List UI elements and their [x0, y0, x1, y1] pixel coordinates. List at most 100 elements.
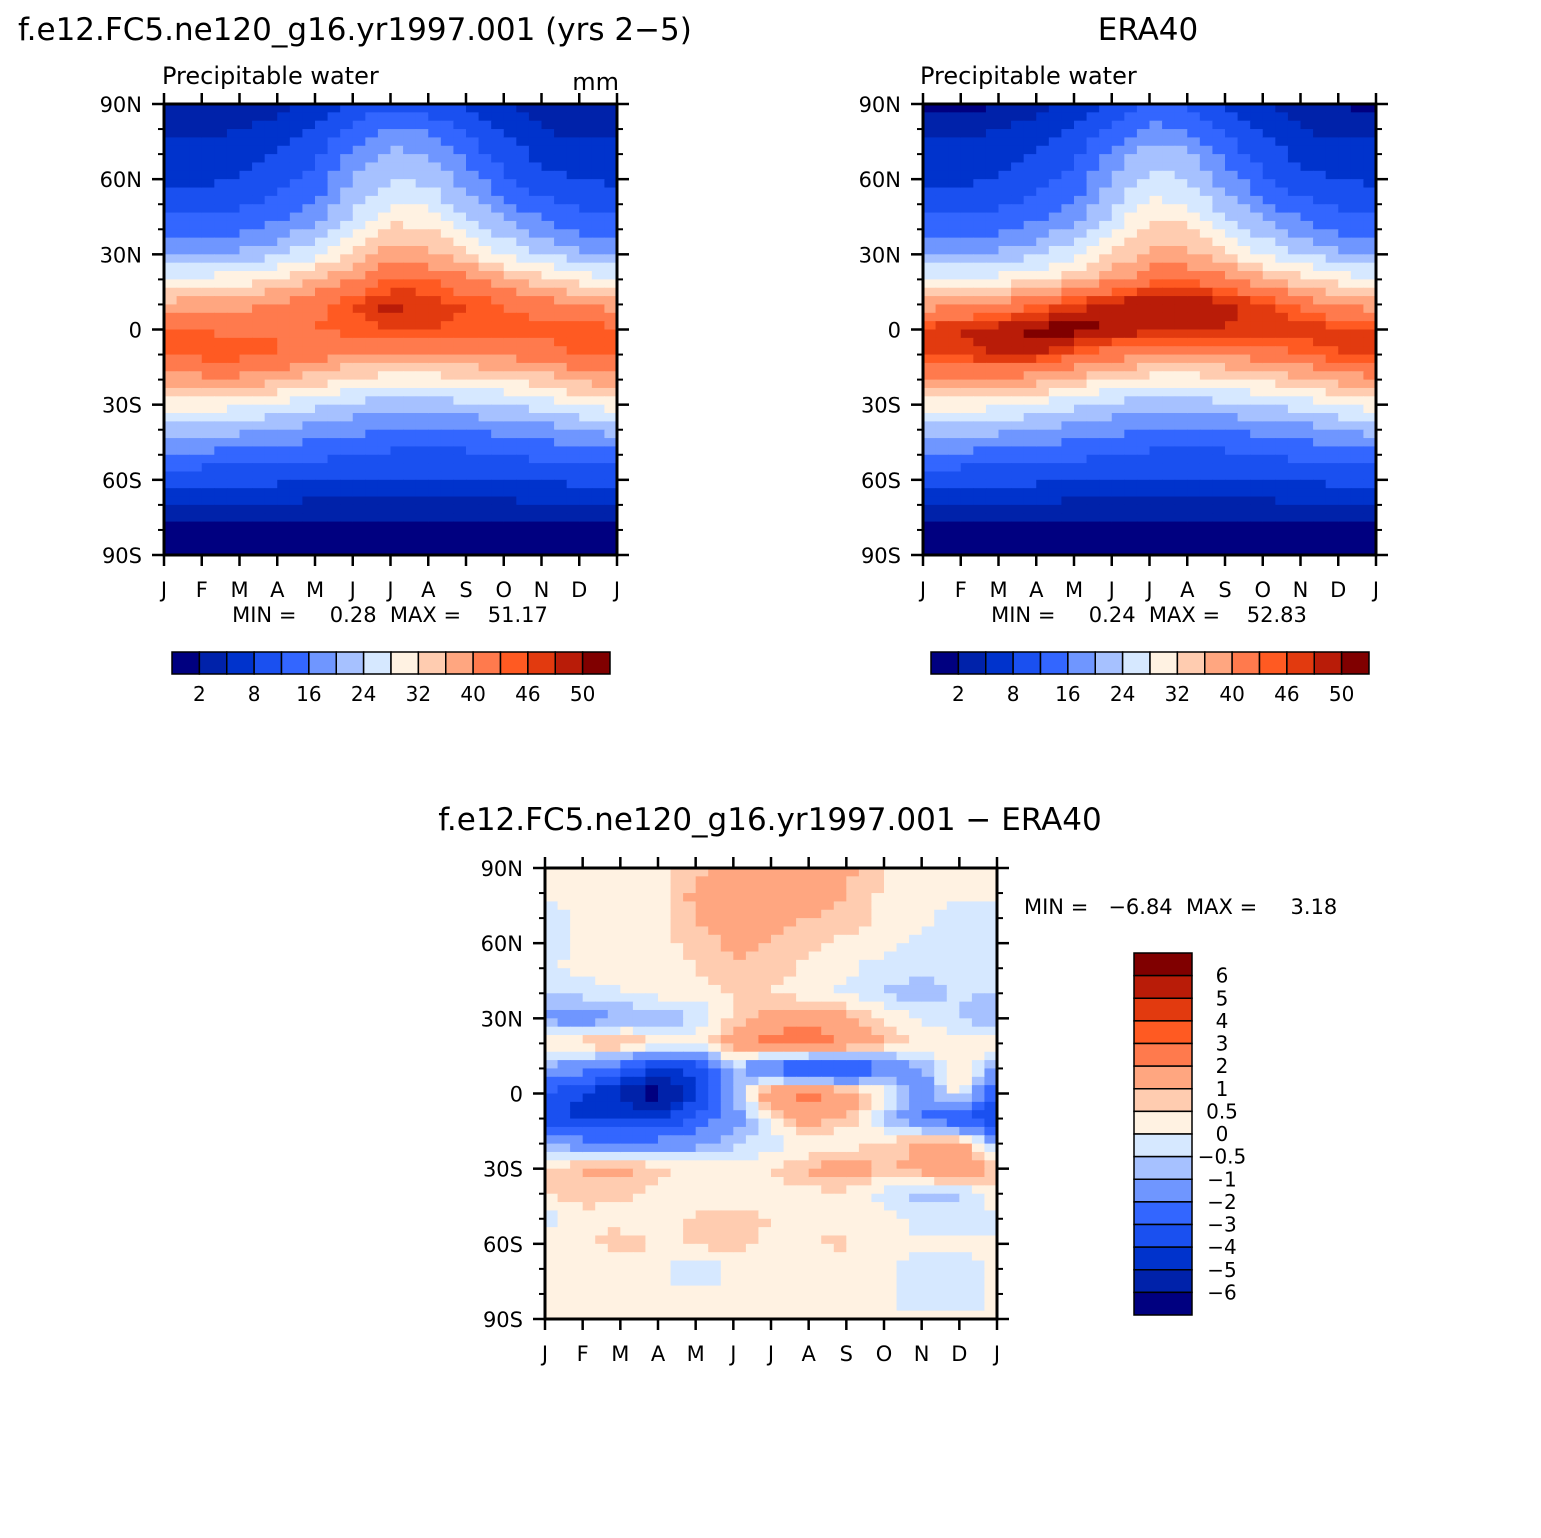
heatmap-cell	[1325, 304, 1339, 314]
heatmap-cell	[570, 926, 584, 936]
heatmap-cell	[390, 170, 404, 180]
heatmap-cell	[1313, 387, 1327, 397]
heatmap-cell	[570, 934, 584, 944]
heatmap-cell	[1011, 421, 1025, 431]
heatmap-cell	[1086, 329, 1100, 339]
heatmap-cell	[390, 262, 404, 272]
heatmap-cell	[390, 212, 404, 222]
heatmap-cell	[1048, 112, 1063, 122]
heatmap-cell	[365, 329, 379, 339]
heatmap-cell	[214, 521, 228, 531]
heatmap-cell	[554, 504, 568, 514]
heatmap-cell	[226, 212, 241, 222]
heatmap-cell	[1023, 204, 1037, 214]
heatmap-cell	[428, 513, 442, 523]
heatmap-cell	[683, 1035, 697, 1044]
colorbar-label: 24	[351, 682, 376, 706]
heatmap-cell	[948, 120, 962, 130]
heatmap-cell	[164, 438, 178, 448]
heatmap-cell	[984, 918, 998, 928]
heatmap-cell	[1287, 413, 1302, 422]
heatmap-cell	[264, 220, 278, 230]
heatmap-cell	[695, 1001, 709, 1011]
heatmap-cell	[1325, 229, 1339, 239]
heatmap-cell	[164, 162, 178, 172]
heatmap-cell	[1162, 354, 1176, 364]
heatmap-cell	[935, 296, 949, 306]
heatmap-cell	[1074, 229, 1088, 239]
heatmap-cell	[708, 1051, 722, 1061]
heatmap-cell	[935, 137, 949, 147]
heatmap-cell	[1162, 262, 1176, 272]
heatmap-cell	[720, 943, 734, 953]
heatmap-cell	[478, 279, 492, 289]
heatmap-cell	[466, 287, 480, 297]
heatmap-cell	[164, 546, 178, 556]
heatmap-cell	[1325, 312, 1339, 322]
heatmap-cell	[1149, 538, 1163, 548]
heatmap-cell	[973, 112, 987, 122]
heatmap-cell	[960, 354, 974, 364]
heatmap-cell	[595, 1018, 609, 1028]
heatmap-cell	[466, 271, 480, 280]
heatmap-cell	[1048, 204, 1063, 214]
heatmap-cell	[340, 454, 354, 464]
heatmap-cell	[289, 396, 304, 406]
heatmap-cell	[176, 446, 190, 456]
heatmap-cell	[645, 1043, 659, 1053]
heatmap-cell	[1048, 488, 1063, 498]
heatmap-cell	[528, 170, 543, 180]
heatmap-cell	[264, 271, 278, 280]
heatmap-cell	[1048, 354, 1063, 364]
heatmap-cell	[1325, 162, 1339, 172]
heatmap-cell	[1275, 454, 1289, 464]
heatmap-cell	[948, 521, 962, 531]
heatmap-cell	[252, 538, 266, 548]
heatmap-cell	[214, 104, 228, 113]
heatmap-cell	[214, 337, 228, 347]
heatmap-cell	[670, 884, 684, 894]
heatmap-cell	[683, 976, 697, 986]
heatmap-cell	[1124, 463, 1138, 473]
heatmap-cell	[201, 112, 215, 122]
heatmap-cell	[1275, 496, 1289, 506]
heatmap-cell	[607, 984, 621, 994]
heatmap-cell	[252, 229, 266, 239]
heatmap-cell	[545, 951, 559, 961]
heatmap-cell	[959, 1018, 973, 1028]
heatmap-cell	[466, 546, 480, 556]
heatmap-cell	[440, 354, 455, 364]
heatmap-cell	[733, 934, 747, 944]
heatmap-cell	[745, 1043, 760, 1053]
heatmap-cell	[541, 329, 555, 339]
heatmap-cell	[1225, 312, 1239, 322]
heatmap-cell	[579, 329, 593, 339]
heatmap-cell	[1350, 120, 1365, 130]
heatmap-cell	[808, 909, 822, 919]
heatmap-cell	[1363, 513, 1377, 523]
heatmap-cell	[1300, 454, 1314, 464]
heatmap-cell	[1275, 396, 1289, 406]
heatmap-cell	[960, 337, 974, 347]
heatmap-cell	[1212, 429, 1226, 439]
heatmap-cell	[645, 1035, 659, 1044]
heatmap-cell	[570, 1068, 584, 1078]
heatmap-cell	[833, 984, 847, 994]
heatmap-cell	[428, 162, 442, 172]
heatmap-cell	[591, 220, 606, 230]
heatmap-cell	[491, 379, 505, 389]
heatmap-cell	[871, 1043, 885, 1053]
heatmap-cell	[1099, 488, 1113, 498]
heatmap-cell	[670, 976, 684, 986]
heatmap-cell	[201, 212, 215, 222]
heatmap-cell	[302, 321, 316, 331]
heatmap-cell	[1275, 104, 1289, 113]
heatmap-cell	[1162, 421, 1176, 431]
heatmap-cell	[164, 521, 178, 531]
heatmap-cell	[1111, 170, 1125, 180]
heatmap-cell	[503, 245, 517, 255]
heatmap-cell	[1237, 137, 1251, 147]
heatmap-cell	[1313, 312, 1327, 322]
heatmap-cell	[1124, 396, 1138, 406]
heatmap-cell	[1149, 195, 1163, 205]
